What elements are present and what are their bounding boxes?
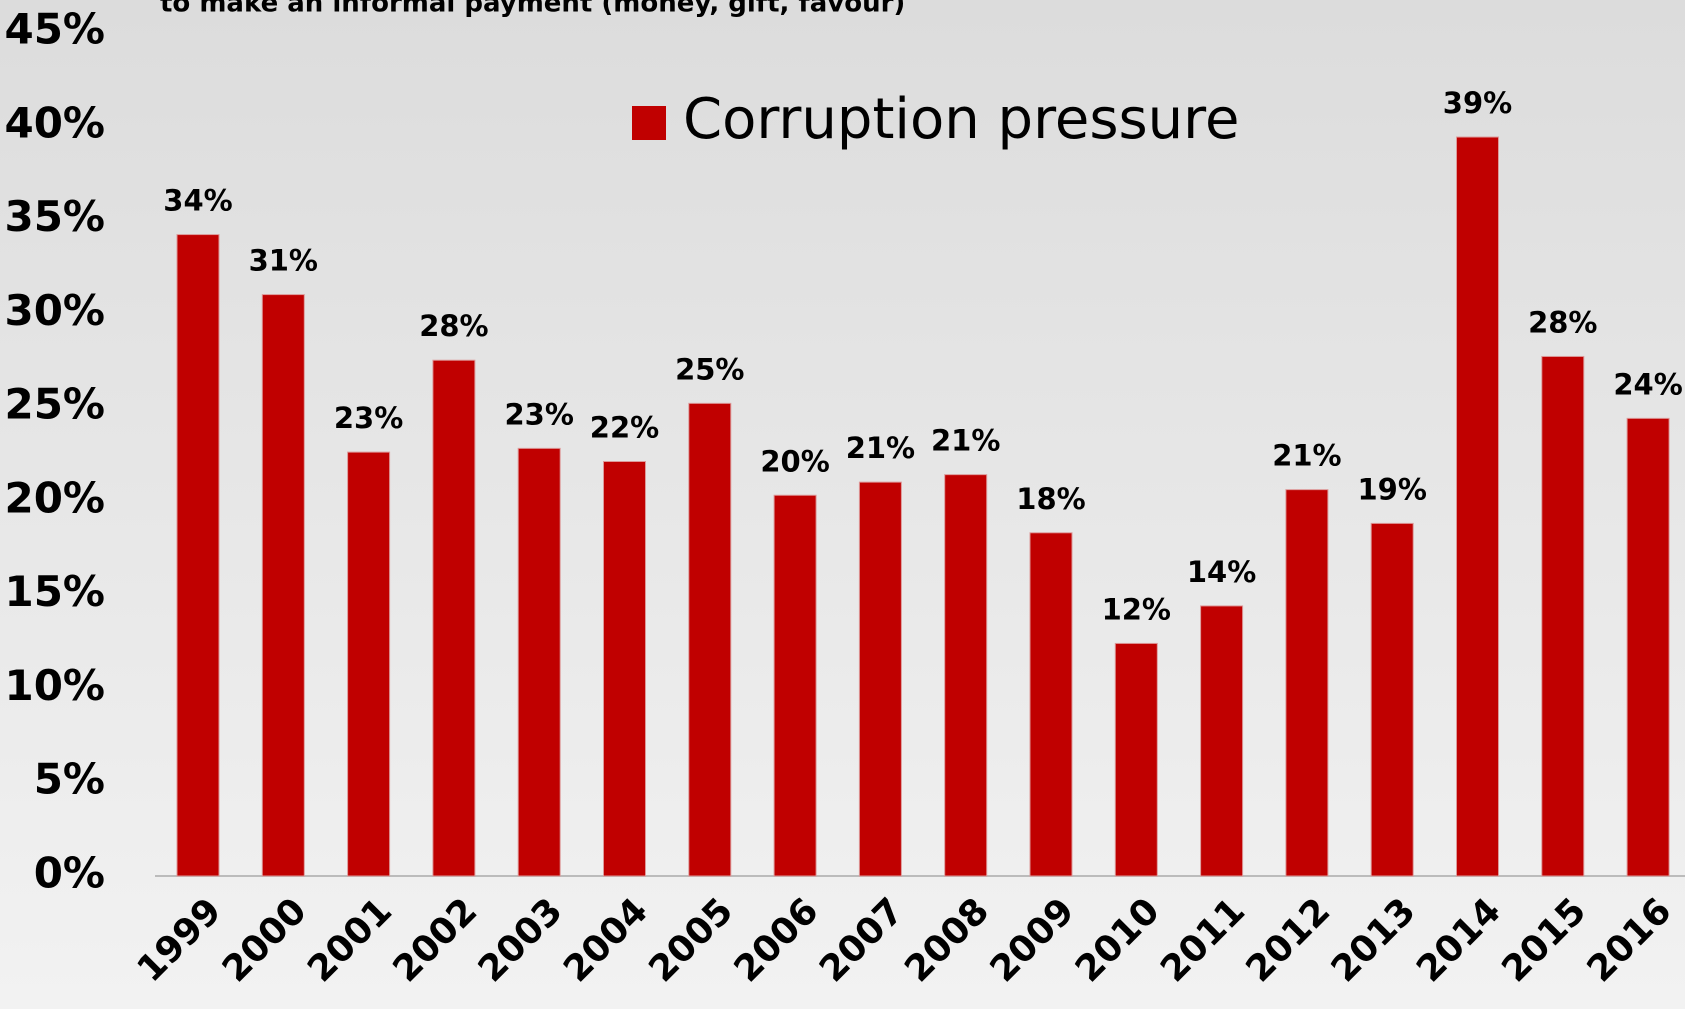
bar (1200, 605, 1244, 877)
y-tick-label: 10% (4, 661, 105, 710)
y-tick-label: 20% (4, 473, 105, 522)
data-label: 23% (504, 397, 573, 431)
bar (517, 447, 561, 877)
data-label: 21% (846, 431, 915, 465)
bar (1370, 522, 1414, 877)
data-label: 19% (1357, 472, 1426, 506)
legend-swatch (632, 106, 666, 140)
bar (603, 461, 646, 877)
bar (347, 451, 391, 877)
y-tick-label: 45% (4, 5, 105, 54)
y-tick-label: 0% (34, 849, 105, 898)
data-label: 12% (1102, 592, 1171, 626)
bar (944, 474, 988, 877)
bar (1285, 489, 1329, 877)
chart-title: to make an informal payment (money, gift… (160, 0, 905, 19)
data-label: 28% (1528, 305, 1597, 339)
y-tick-label: 30% (4, 286, 105, 335)
bar (261, 294, 305, 877)
data-label: 14% (1187, 555, 1256, 589)
bar (1626, 417, 1670, 877)
y-tick-label: 25% (4, 380, 105, 429)
data-label: 21% (931, 424, 1000, 458)
data-label: 24% (1613, 367, 1682, 401)
bar (773, 494, 817, 877)
bar (1456, 136, 1499, 877)
data-label: 25% (675, 352, 744, 386)
y-tick-label: 35% (4, 192, 105, 241)
bar (688, 402, 732, 877)
bar (432, 359, 476, 877)
legend-label: Corruption pressure (683, 87, 1239, 152)
data-label: 23% (334, 401, 403, 435)
data-label: 20% (760, 444, 829, 478)
bar (1541, 355, 1585, 877)
data-label: 39% (1443, 86, 1512, 120)
data-label: 21% (1272, 439, 1341, 473)
y-tick-label: 5% (34, 755, 105, 804)
bar (1114, 642, 1158, 877)
bar (1029, 532, 1073, 877)
bar (176, 234, 220, 877)
bar (858, 481, 902, 877)
data-label: 28% (419, 309, 488, 343)
y-tick-label: 15% (4, 567, 105, 616)
data-label: 31% (249, 244, 318, 278)
data-label: 34% (163, 184, 232, 218)
data-label: 22% (590, 411, 659, 445)
data-label: 18% (1016, 482, 1085, 516)
y-tick-label: 40% (4, 98, 105, 147)
